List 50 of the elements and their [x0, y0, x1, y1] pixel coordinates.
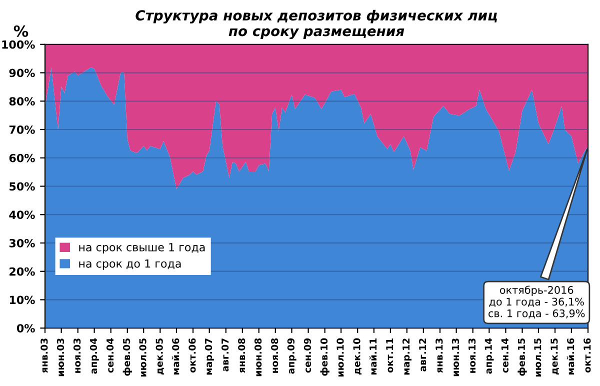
annotation: октябрь-2016 до 1 года - 36,1% св. 1 года - 63,9% [488, 286, 585, 319]
x-tick-label: янв.08 [238, 338, 246, 373]
x-tick-label: май.11 [369, 338, 377, 374]
x-tick-label: июн.08 [254, 338, 262, 376]
x-tick-label: авг.07 [221, 338, 229, 372]
y-tick-label: 100% [2, 40, 35, 49]
y-tick-label: 20% [10, 267, 35, 276]
x-tick-label: июл.05 [139, 338, 146, 376]
x-tick-label: мар.07 [204, 338, 214, 375]
series-label: на срок свыше 1 года [79, 243, 205, 254]
x-tick-label: ноя.13 [468, 338, 476, 373]
x-tick-label: окт.16 [584, 338, 591, 373]
y-tick-label: 60% [9, 154, 35, 162]
x-tick-label: дек.05 [156, 338, 164, 374]
x-tick-label: фев.10 [320, 338, 330, 376]
x-tick-label: сен.14 [501, 338, 508, 373]
x-tick-label: дек.15 [550, 338, 559, 374]
x-tick-label: авг.12 [419, 338, 426, 372]
x-tick-label: май.06 [172, 338, 180, 374]
x-tick-label: май.16 [566, 338, 574, 374]
x-tick-label: янв.03 [40, 338, 48, 373]
x-tick-label: ноя.03 [73, 338, 81, 373]
x-tick-label: дек.10 [353, 338, 362, 374]
x-tick-label: июн.13 [452, 338, 460, 376]
series-label: на срок до 1 года [79, 259, 181, 270]
x-tick-label: фев.15 [518, 338, 527, 376]
y-tick-label: 90% [9, 68, 35, 78]
x-tick-label: фев.05 [122, 338, 132, 376]
x-tick-label: мар.12 [402, 338, 412, 375]
y-tick-label: 70% [9, 125, 35, 134]
y-tick-label: 50% [10, 182, 35, 191]
x-tick-label: июл.15 [534, 338, 542, 376]
x-tick-label: сен.09 [304, 338, 312, 373]
y-tick-label: 40% [9, 210, 35, 219]
x-tick-label: янв.13 [436, 338, 443, 373]
x-tick-label: сен.04 [106, 338, 114, 373]
y-tick-label: 30% [9, 238, 35, 248]
chart-title: Структура новых депозитов физических лиц по сроку размещения [136, 10, 497, 40]
y-axis-title: % [14, 25, 28, 37]
x-tick-label: апр.09 [287, 338, 296, 374]
x-tick-label: июн.03 [56, 338, 64, 376]
y-tick-label: 0% [16, 324, 35, 332]
x-tick-label: апр.14 [484, 338, 494, 374]
y-tick-label: 80% [9, 97, 35, 106]
x-tick-label: ноя.08 [271, 338, 278, 373]
x-tick-label: июл.10 [336, 338, 344, 376]
x-tick-label: апр.04 [90, 338, 99, 374]
y-tick-label: 10% [10, 296, 35, 304]
x-tick-label: окт.11 [386, 338, 394, 373]
x-tick-label: окт.06 [188, 338, 196, 373]
